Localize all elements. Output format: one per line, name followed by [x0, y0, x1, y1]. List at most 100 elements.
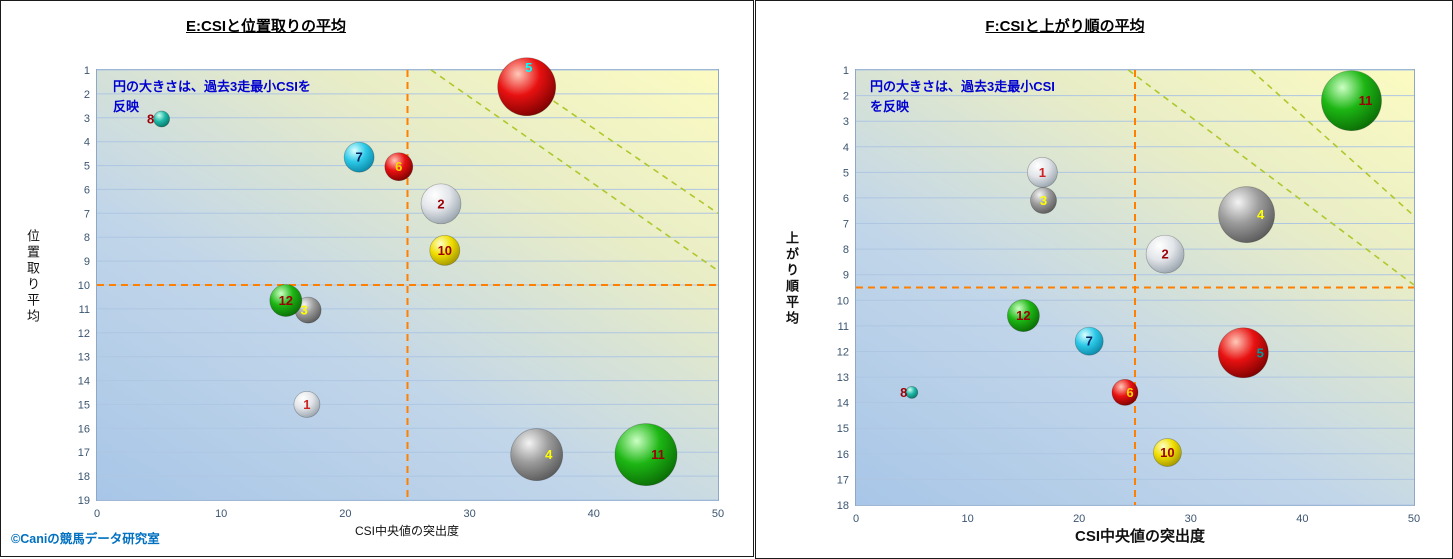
bubble-5[interactable] [497, 57, 557, 117]
y-axis-tick: 11 [838, 321, 849, 333]
bubble-label-6: 6 [1126, 385, 1133, 400]
note-line-2: を反映 [870, 99, 910, 114]
diagonal-guide-line [507, 69, 719, 214]
y-axis-tick: 8 [843, 244, 849, 256]
note-line-1: 円の大きさは、過去3走最小CSIを [113, 79, 311, 94]
y-axis-tick: 16 [78, 423, 90, 435]
y-axis-tick: 10 [78, 280, 90, 292]
bubble-11[interactable] [614, 423, 678, 486]
x-axis-tick: 0 [853, 513, 859, 525]
y-axis-tick: 18 [837, 500, 849, 512]
bubble-label-7: 7 [1086, 334, 1093, 349]
y-axis-tick: 13 [837, 372, 849, 384]
chart-f-size-note: 円の大きさは、過去3走最小CSI を反映 [870, 77, 1055, 117]
x-axis-tick: 10 [215, 508, 227, 520]
chart-e-plot-area[interactable]: 1 2 3 4 5 6 7 8 9 10 11 12 13 14 15 16 17 18 19 0 10 20 30 40 50… [78, 57, 724, 520]
bubble-2[interactable] [420, 183, 462, 225]
bubble-1[interactable] [293, 391, 321, 418]
bubble-7[interactable] [1074, 326, 1104, 356]
bubble-4[interactable] [1218, 186, 1275, 243]
copyright: ©Caniの競馬データ研究室 [11, 532, 160, 546]
diagonal-guide-line [1127, 69, 1415, 286]
chart-f-x-axis-title: CSI中央値の突出度 [1074, 528, 1206, 545]
bubble-label-4: 4 [545, 447, 553, 462]
chart-f-plot-area[interactable]: 1 2 3 4 5 6 7 8 9 10 11 12 13 14 15 16 17 18 0 10 20 30 40 50 11… [837, 65, 1420, 525]
chart-e-y-axis-title: 位置取り平均 [25, 229, 40, 325]
y-axis-tick: 9 [843, 270, 849, 282]
y-axis-tick: 7 [84, 208, 90, 220]
bubble-11[interactable] [1321, 70, 1382, 132]
y-axis-tick: 3 [843, 116, 849, 128]
x-axis-tick: 50 [1408, 513, 1420, 525]
y-axis-tick: 12 [78, 328, 90, 340]
note-line-1: 円の大きさは、過去3走最小CSI [870, 79, 1055, 94]
bubble-8[interactable] [153, 110, 170, 128]
y-axis-tick: 19 [78, 495, 90, 507]
y-axis-tick: 18 [78, 471, 90, 483]
bubble-label-7: 7 [355, 150, 362, 165]
bubble-label-1: 1 [303, 397, 310, 412]
bubble-5[interactable] [1217, 327, 1269, 379]
y-axis-tick: 17 [837, 474, 849, 486]
x-axis-tick: 40 [588, 508, 600, 520]
y-axis-tick: 12 [837, 347, 849, 359]
bubble-10[interactable] [429, 235, 461, 266]
bubble-label-8: 8 [147, 112, 154, 127]
bubble-label-10: 10 [438, 243, 452, 258]
y-axis-tick: 14 [837, 398, 849, 410]
x-axis-tick: 20 [339, 508, 351, 520]
bubble-label-2: 2 [1161, 247, 1168, 262]
y-axis-tick: 14 [78, 376, 90, 388]
bubble-1[interactable] [1027, 157, 1058, 188]
bubble-label-12: 12 [1016, 308, 1030, 323]
diagonal-guide-line [430, 69, 719, 272]
chart-f-title: F:CSIと上がり順の平均 [985, 18, 1145, 35]
chart-e-x-axis-title: CSI中央値の突出度 [354, 524, 460, 538]
bubble-12[interactable] [269, 284, 303, 317]
y-axis-tick: 6 [84, 184, 90, 196]
y-axis-tick: 13 [78, 352, 90, 364]
bubble-2[interactable] [1145, 234, 1185, 274]
y-axis-tick: 11 [79, 304, 90, 316]
bubble-label-6: 6 [395, 159, 402, 174]
bubble-12[interactable] [1007, 299, 1040, 332]
y-axis-tick: 7 [843, 219, 849, 231]
x-axis-tick: 30 [1185, 513, 1197, 525]
y-axis-tick: 2 [843, 91, 849, 103]
bubble-label-10: 10 [1160, 445, 1174, 460]
y-axis-tick: 4 [84, 137, 90, 149]
x-axis-tick: 30 [463, 508, 475, 520]
x-axis-tick: 0 [94, 508, 100, 520]
bubble-label-11: 11 [651, 447, 665, 462]
bubble-label-4: 4 [1257, 207, 1265, 222]
chart-panel-e: E:CSIと位置取りの平均 1 2 3 4 5 6 7 8 9 10 11 12 13 14 15 16 17 1… [0, 0, 754, 557]
y-axis-tick: 5 [843, 167, 849, 179]
bubble-8[interactable] [905, 386, 919, 399]
y-axis-tick: 15 [78, 399, 90, 411]
bubble-label-5: 5 [525, 60, 532, 75]
chart-f-y-axis-title: 上がり順平均 [784, 231, 799, 327]
diagonal-guide-line [1250, 69, 1415, 217]
bubble-6[interactable] [1111, 379, 1139, 406]
bubble-label-3: 3 [1040, 193, 1047, 208]
bubble-3[interactable] [1030, 187, 1057, 214]
y-axis-tick: 9 [84, 256, 90, 268]
note-line-2: 反映 [113, 99, 140, 114]
bubble-label-5: 5 [1257, 345, 1264, 360]
x-axis-tick: 20 [1073, 513, 1085, 525]
y-axis-tick: 15 [837, 423, 849, 435]
bubble-label-3: 3 [300, 303, 307, 318]
bubble-6[interactable] [384, 152, 414, 182]
chart-e-size-note: 円の大きさは、過去3走最小CSIを 反映 [113, 77, 311, 117]
bubble-7[interactable] [343, 141, 375, 173]
y-axis-tick: 5 [84, 161, 90, 173]
y-axis-tick: 8 [84, 232, 90, 244]
bubble-10[interactable] [1153, 438, 1182, 467]
bubble-4[interactable] [510, 428, 564, 481]
x-axis-tick: 40 [1296, 513, 1308, 525]
bubble-label-1: 1 [1039, 165, 1046, 180]
y-axis-tick: 3 [84, 113, 90, 125]
bubble-label-2: 2 [437, 196, 444, 211]
